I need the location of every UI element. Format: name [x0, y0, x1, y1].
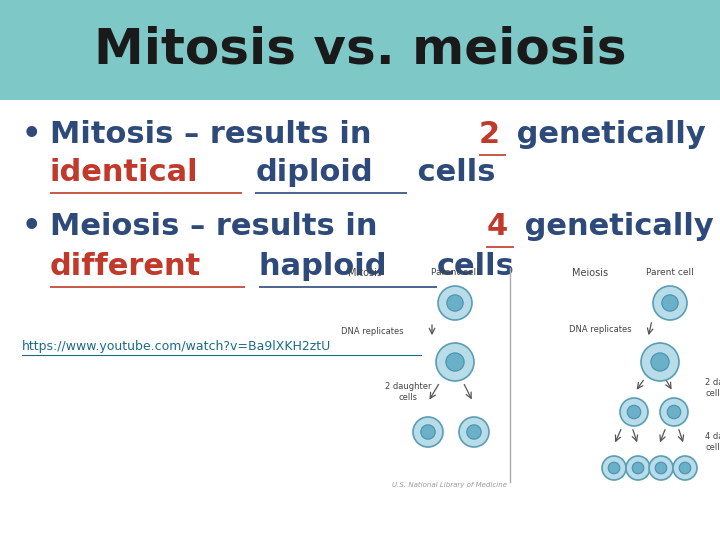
Text: cells: cells [437, 252, 515, 281]
Circle shape [667, 406, 680, 419]
Circle shape [459, 417, 489, 447]
Text: identical: identical [50, 158, 199, 187]
Text: Mitosis: Mitosis [348, 268, 382, 278]
Circle shape [679, 462, 690, 474]
Text: Parent cell: Parent cell [646, 268, 694, 277]
Text: •: • [22, 212, 42, 241]
Text: different: different [50, 252, 202, 281]
Circle shape [436, 343, 474, 381]
Circle shape [649, 456, 673, 480]
Text: 2 daughter
cells: 2 daughter cells [384, 382, 431, 402]
Text: https://www.youtube.com/watch?v=Ba9lXKH2ztU: https://www.youtube.com/watch?v=Ba9lXKH2… [22, 340, 331, 353]
Text: U.S. National Library of Medicine: U.S. National Library of Medicine [392, 482, 508, 488]
Text: DNA replicates: DNA replicates [569, 326, 631, 334]
Text: 2: 2 [479, 120, 500, 149]
Circle shape [626, 456, 650, 480]
Circle shape [651, 353, 669, 371]
Circle shape [620, 398, 648, 426]
Circle shape [446, 353, 464, 371]
Circle shape [420, 425, 435, 439]
Circle shape [655, 462, 667, 474]
Circle shape [660, 398, 688, 426]
Text: Mitosis – results in: Mitosis – results in [50, 120, 382, 149]
Text: genetically: genetically [506, 120, 706, 149]
Text: DNA replicates: DNA replicates [341, 327, 403, 336]
Text: cells: cells [408, 158, 496, 187]
Circle shape [447, 295, 463, 311]
Circle shape [653, 286, 687, 320]
Circle shape [467, 425, 481, 439]
Text: Mitosis vs. meiosis: Mitosis vs. meiosis [94, 26, 626, 74]
Circle shape [608, 462, 620, 474]
Circle shape [413, 417, 443, 447]
Text: 2 daughter
cells: 2 daughter cells [705, 379, 720, 397]
Circle shape [641, 343, 679, 381]
Text: Meiosis: Meiosis [572, 268, 608, 278]
Text: haploid: haploid [259, 252, 397, 281]
Circle shape [662, 295, 678, 311]
Text: 4: 4 [486, 212, 508, 241]
Text: genetically: genetically [513, 212, 714, 241]
FancyBboxPatch shape [0, 0, 720, 100]
Circle shape [673, 456, 697, 480]
Text: Meiosis – results in: Meiosis – results in [50, 212, 388, 241]
Text: •: • [22, 120, 42, 149]
Circle shape [438, 286, 472, 320]
Circle shape [602, 456, 626, 480]
Text: diploid: diploid [256, 158, 373, 187]
Text: 4 daughter
cells: 4 daughter cells [705, 433, 720, 451]
Circle shape [627, 406, 641, 419]
Text: Parent cell: Parent cell [431, 268, 479, 277]
Circle shape [632, 462, 644, 474]
